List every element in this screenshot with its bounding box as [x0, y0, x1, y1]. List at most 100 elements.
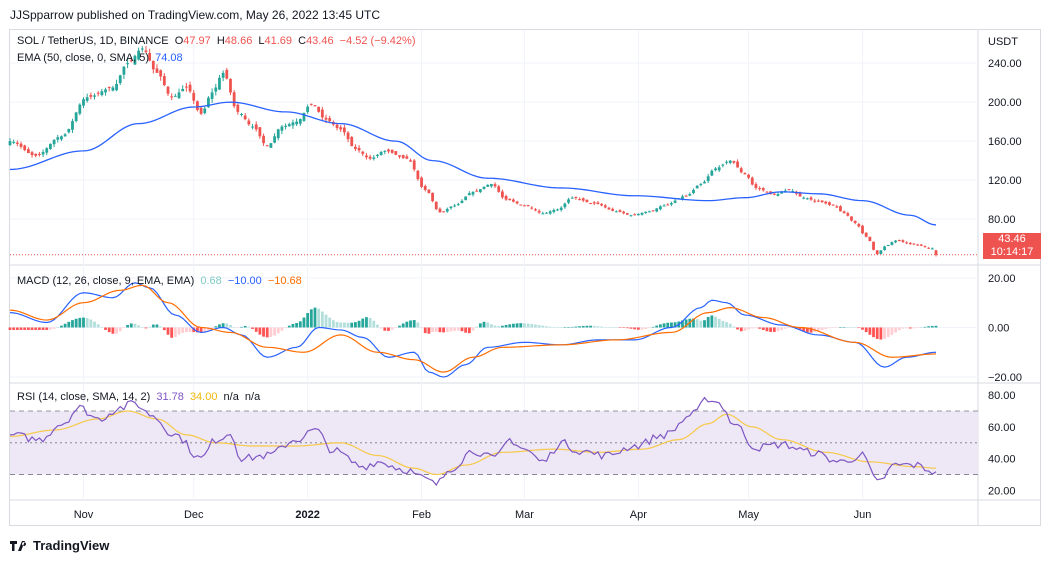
candle-body: [140, 48, 144, 50]
candle-body: [673, 200, 677, 203]
candle-body: [453, 205, 457, 207]
candle-body: [258, 127, 262, 137]
macd-histogram-bar: [769, 327, 773, 332]
candle-body: [750, 177, 754, 185]
candle-body: [897, 240, 901, 242]
macd-histogram-bar: [453, 327, 457, 331]
candle-body: [695, 185, 699, 189]
macd-histogram-bar: [655, 325, 659, 328]
candle-body: [199, 107, 203, 114]
macd-histogram-bar: [434, 327, 438, 332]
candle-body: [883, 246, 886, 251]
macd-histogram-bar: [199, 327, 203, 333]
candle-body: [240, 114, 243, 116]
macd-histogram-bar: [41, 327, 45, 330]
tradingview-footer[interactable]: TradingView: [10, 538, 109, 553]
macd-y-tick-label: 0.00: [988, 322, 1009, 334]
macd-histogram-bar: [398, 325, 401, 328]
chart-frame[interactable]: [9, 29, 1041, 526]
candle-body: [376, 154, 379, 156]
macd-histogram-bar: [666, 322, 670, 328]
candle-body: [670, 203, 673, 205]
macd-histogram-bar: [49, 327, 52, 330]
macd-histogram-bar: [728, 323, 732, 328]
candle-body: [868, 236, 872, 242]
macd-histogram-bar: [706, 316, 710, 328]
macd-histogram-bar: [291, 323, 295, 328]
candle-body: [725, 161, 728, 163]
candle-body: [636, 213, 640, 216]
macd-histogram-bar: [581, 325, 585, 328]
macd-histogram-bar: [835, 327, 839, 328]
macd-histogram-bar: [743, 327, 747, 331]
candle-body: [912, 243, 916, 245]
candle-body: [614, 211, 618, 213]
candle-body: [184, 86, 188, 88]
candle-body: [449, 206, 453, 209]
macd-histogram-bar: [747, 327, 750, 330]
price-y-tick-label: 80.00: [988, 214, 1016, 226]
x-tick-label: May: [738, 509, 759, 521]
macd-histogram-bar: [857, 327, 861, 329]
candle-body: [747, 174, 750, 178]
macd-histogram-bar: [243, 325, 247, 328]
macd-histogram-bar: [559, 327, 563, 328]
candle-body: [758, 188, 762, 190]
macd-histogram-bar: [423, 327, 427, 334]
candle-body: [221, 72, 225, 78]
macd-histogram-bar: [214, 326, 218, 328]
macd-signal-line: [9, 284, 937, 373]
candle-body: [556, 209, 559, 211]
rsi-na-1: n/a: [223, 391, 239, 403]
candle-body: [456, 204, 460, 206]
candle-body: [545, 212, 548, 214]
macd-histogram-bar: [151, 324, 155, 328]
macd-histogram-bar: [916, 327, 920, 329]
candle-body: [398, 155, 401, 157]
candle-body: [703, 181, 706, 184]
macd-histogram-bar: [897, 327, 901, 331]
candle-body: [254, 124, 258, 130]
candle-body: [335, 124, 339, 129]
candle-body: [339, 127, 343, 130]
candle-body: [644, 211, 648, 214]
macd-histogram-bar: [269, 327, 273, 337]
macd-histogram-bar: [78, 317, 82, 328]
macd-histogram-bar: [74, 318, 78, 328]
macd-histogram-bar: [592, 325, 596, 328]
macd-histogram-bar: [287, 325, 291, 328]
macd-histogram-bar: [387, 327, 390, 331]
candle-body: [151, 60, 155, 70]
candle-body: [350, 137, 354, 147]
candle-body: [548, 211, 552, 214]
candle-body: [148, 52, 152, 61]
candle-body: [214, 87, 218, 92]
macd-histogram-bar: [365, 317, 368, 328]
macd-histogram-bar: [662, 323, 666, 328]
candle-body: [60, 136, 63, 140]
candle-body: [71, 121, 74, 130]
candle-body: [52, 139, 56, 145]
candle-body: [177, 92, 181, 99]
macd-histogram-bar: [839, 327, 842, 328]
candle-body: [500, 191, 504, 198]
macd-histogram-bar: [497, 326, 501, 328]
candle-body: [445, 208, 449, 212]
macd-histogram-bar: [670, 322, 673, 328]
candle-body: [390, 149, 394, 153]
candle-body: [122, 66, 126, 75]
macd-histogram-bar: [309, 309, 313, 328]
macd-histogram-bar: [831, 327, 835, 328]
macd-histogram-bar: [622, 327, 626, 328]
macd-histogram-bar: [736, 327, 739, 330]
macd-histogram-bar: [842, 327, 846, 328]
macd-histogram-bar: [122, 327, 126, 328]
candle-body: [603, 205, 607, 208]
macd-histogram-bar: [692, 318, 695, 328]
macd-histogram-bar: [541, 325, 545, 328]
candle-body: [831, 204, 835, 206]
x-tick-label: Dec: [184, 509, 204, 521]
macd-histogram-bar: [791, 327, 795, 328]
candle-body: [56, 137, 60, 140]
